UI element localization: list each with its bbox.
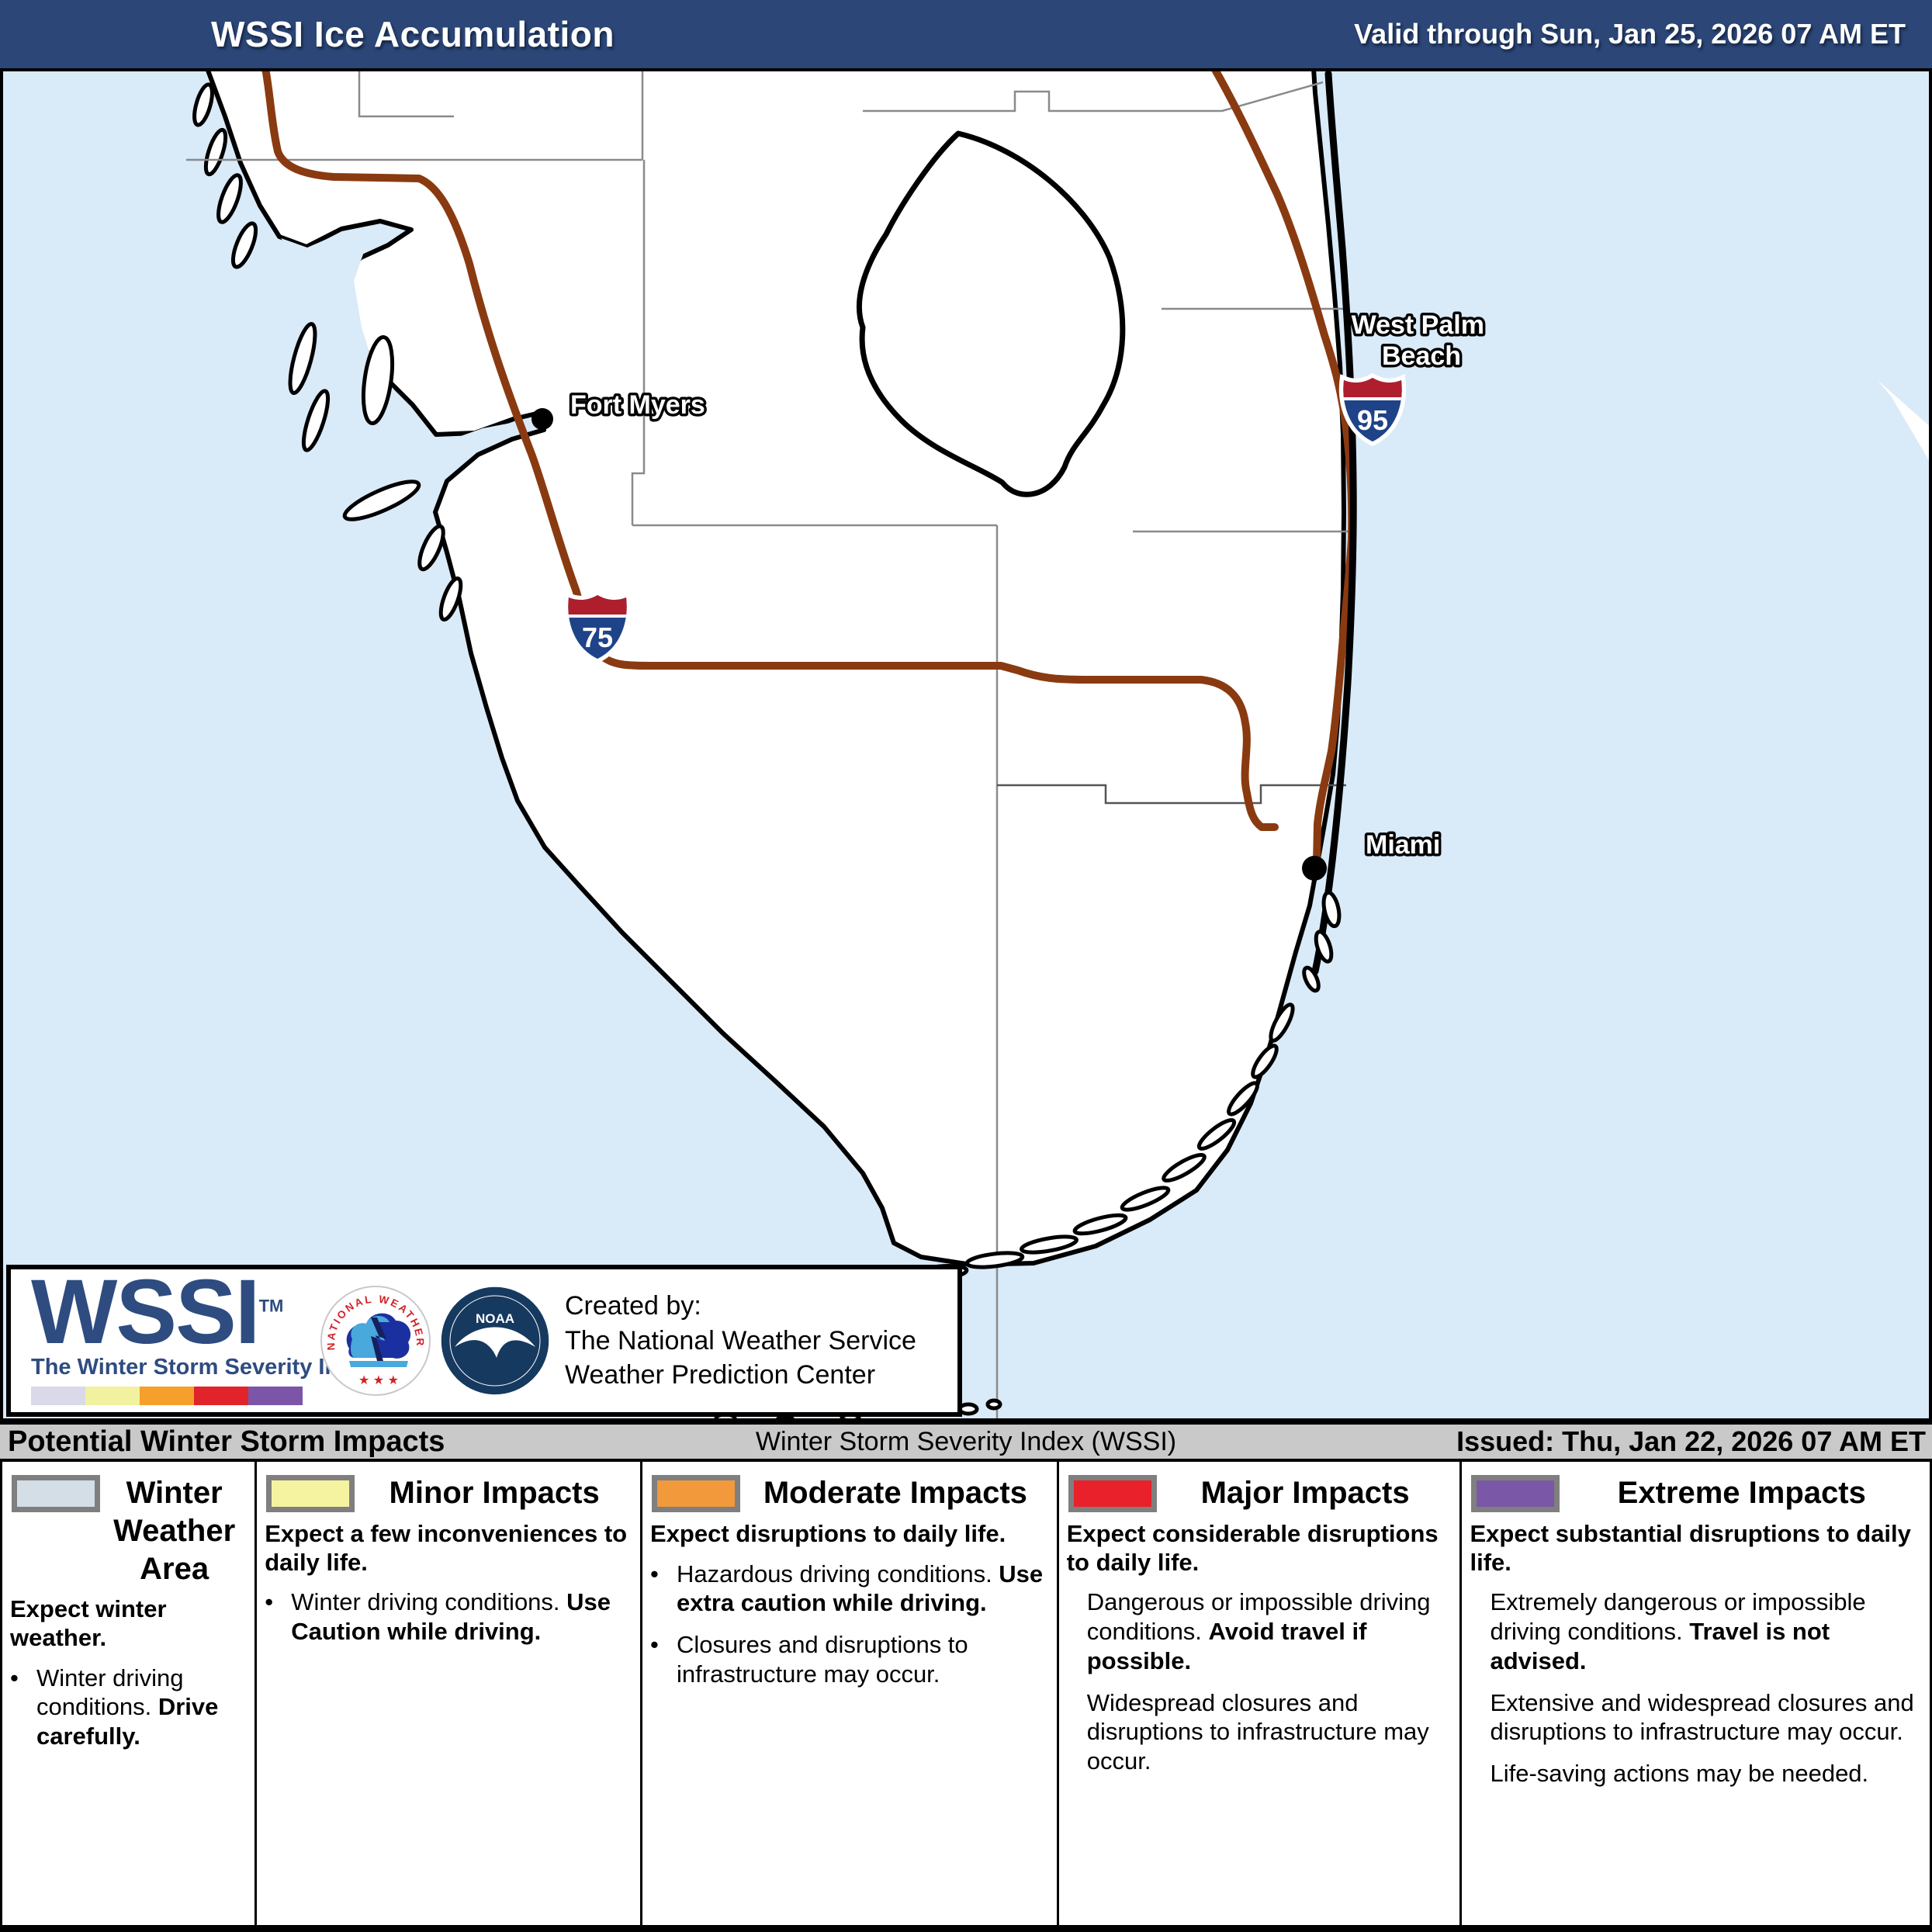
- winter-weather-title: Winter Weather Area: [113, 1476, 236, 1586]
- wssi-subtitle: The Winter Storm Severity Index: [31, 1354, 378, 1380]
- strip-extreme: [248, 1386, 303, 1405]
- gulf-barrier-islands: [192, 82, 463, 621]
- shield-number-75: 75: [582, 621, 613, 653]
- extreme-impacts-item: • Life-saving actions may be needed.: [1490, 1760, 1869, 1788]
- moderate-impacts-item: • Hazardous driving conditions. Use extr…: [650, 1560, 1044, 1617]
- major-impacts-intro: Expect considerable disruptions to daily…: [1066, 1520, 1439, 1576]
- legend-title-bar: Potential Winter Storm Impacts Winter St…: [0, 1421, 1932, 1462]
- charlotte-harbor-water: [281, 233, 436, 459]
- miami-dot: [1302, 856, 1327, 881]
- biscayne-islands: [1302, 890, 1342, 993]
- strip-minor: [85, 1386, 140, 1405]
- major-impacts-swatch: [1068, 1475, 1157, 1512]
- west-palm-beach-label: West Palm Beach: [1352, 310, 1492, 371]
- legend-title: Potential Winter Storm Impacts: [8, 1425, 445, 1458]
- major-impacts-title: Major Impacts: [1200, 1476, 1410, 1510]
- bullet-icon: •: [650, 1631, 659, 1659]
- strip-moderate: [140, 1386, 194, 1405]
- legend-col-moderate-impacts: Moderate Impacts Expect disruptions to d…: [642, 1462, 1059, 1925]
- created-by-org2: Weather Prediction Center: [565, 1360, 876, 1390]
- atlantic-barrier-islands: [1311, 70, 1357, 975]
- legend-col-extreme-impacts: Extreme Impacts Expect substantial disru…: [1462, 1462, 1930, 1925]
- legend-col-minor-impacts: Minor Impacts Expect a few inconvenience…: [257, 1462, 643, 1925]
- wssi-severity-color-strip: [31, 1386, 303, 1405]
- bullet-icon: •: [10, 1664, 19, 1691]
- caloosahatchee-river-water: [435, 417, 542, 467]
- winter-weather-swatch: [12, 1475, 100, 1512]
- legend-col-winter-weather-area: Winter Weather Area Expect winter weathe…: [2, 1462, 258, 1925]
- created-by-label: Created by:: [565, 1290, 701, 1321]
- title-bar: WSSI Ice Accumulation Valid through Sun,…: [0, 0, 1932, 68]
- major-impacts-item: • Dangerous or impossible driving condit…: [1086, 1588, 1431, 1674]
- moderate-impacts-intro: Expect disruptions to daily life.: [650, 1520, 1006, 1547]
- valid-through-label: Valid through Sun, Jan 25, 2026 07 AM ET: [1354, 18, 1906, 50]
- lake-okeechobee: [857, 130, 1126, 497]
- strip-major: [194, 1386, 248, 1405]
- extreme-impacts-item: • Extremely dangerous or impossible driv…: [1490, 1588, 1866, 1674]
- miami-label: Miami: [1366, 830, 1440, 860]
- map-frame: [0, 68, 1932, 1421]
- legend-subtitle: Winter Storm Severity Index (WSSI): [755, 1426, 1177, 1456]
- winter-weather-item: • Winter driving conditions. Drive caref…: [10, 1664, 219, 1750]
- interstate-95-shield: 95: [1340, 375, 1405, 441]
- fort-myers-dot: [531, 408, 553, 430]
- impact-legend: Winter Weather Area Expect winter weathe…: [0, 1462, 1932, 1932]
- moderate-impacts-item: • Closures and disruptions to infrastruc…: [650, 1631, 968, 1688]
- nws-logo: NATIONAL WEATHER SERVICE ★ ★ ★: [320, 1286, 431, 1396]
- svg-text:★ ★ ★: ★ ★ ★: [358, 1374, 399, 1387]
- created-by-org1: The National Weather Service: [565, 1325, 916, 1356]
- wssi-attribution-box: WSSITM The Winter Storm Severity Index N…: [6, 1265, 962, 1417]
- trademark-mark: TM: [258, 1297, 284, 1317]
- county-boundaries: [186, 68, 1349, 1420]
- wssi-logo: WSSITM The Winter Storm Severity Index: [11, 1261, 378, 1405]
- legend-col-major-impacts: Major Impacts Expect considerable disrup…: [1059, 1462, 1463, 1925]
- minor-impacts-item: • Winter driving conditions. Use Caution…: [265, 1588, 611, 1645]
- noaa-logo: NOAA: [440, 1286, 550, 1396]
- interstate-75-shield: 75: [565, 592, 630, 659]
- minor-impacts-intro: Expect a few inconveniences to daily lif…: [265, 1520, 628, 1576]
- extreme-impacts-title: Extreme Impacts: [1617, 1476, 1866, 1510]
- minor-impacts-swatch: [266, 1475, 355, 1512]
- winter-weather-intro: Expect winter weather.: [10, 1595, 167, 1651]
- interstate-75-route: [261, 64, 1279, 831]
- map-canvas: 75 95 Fort Myers West Palm Beach Miami: [0, 64, 1932, 1425]
- moderate-impacts-title: Moderate Impacts: [763, 1476, 1027, 1510]
- page-title: WSSI Ice Accumulation: [211, 14, 615, 54]
- fort-myers-label: Fort Myers: [570, 390, 705, 420]
- noaa-text: NOAA: [476, 1311, 514, 1326]
- extreme-impacts-intro: Expect substantial disruptions to daily …: [1470, 1520, 1911, 1576]
- extreme-impacts-swatch: [1471, 1475, 1560, 1512]
- map-south-florida: 75 95 Fort Myers West Palm Beach Miami: [0, 64, 1932, 1425]
- extreme-impacts-item: • Extensive and widespread closures and …: [1490, 1688, 1914, 1746]
- bullet-icon: •: [650, 1560, 659, 1587]
- issued-label: Issued: Thu, Jan 22, 2026 07 AM ET: [1456, 1425, 1926, 1457]
- major-impacts-item: • Widespread closures and disruptions to…: [1086, 1688, 1429, 1775]
- moderate-impacts-swatch: [652, 1475, 741, 1512]
- bullet-icon: •: [265, 1588, 274, 1616]
- minor-impacts-title: Minor Impacts: [389, 1476, 600, 1510]
- created-by-block: Created by: The National Weather Service…: [552, 1289, 957, 1394]
- wssi-wordmark: WSSITM: [31, 1261, 284, 1364]
- ocean-bank-streak: [1878, 380, 1932, 466]
- shield-number-95: 95: [1357, 404, 1388, 436]
- strip-winter-weather: [31, 1386, 85, 1405]
